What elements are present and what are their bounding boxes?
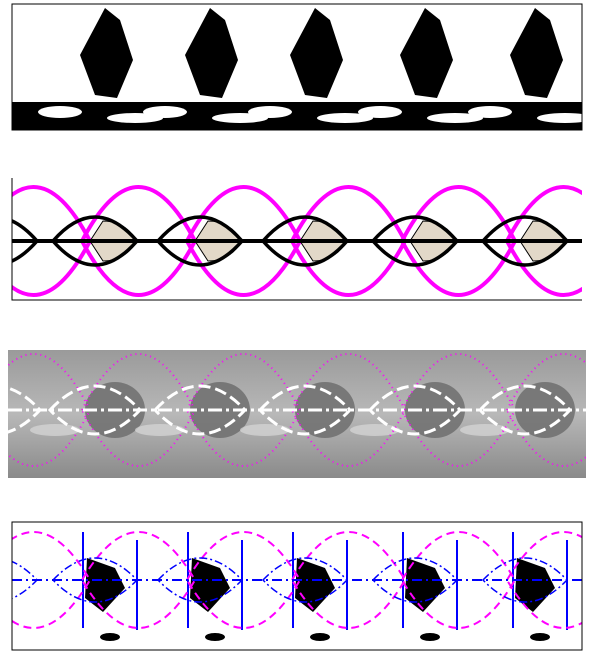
small-blob (205, 633, 225, 641)
light-spot (460, 424, 510, 436)
light-spot (135, 424, 185, 436)
light-spot (30, 424, 80, 436)
overlay-panel (0, 522, 590, 650)
contour-panel (0, 187, 590, 295)
small-blob (100, 633, 120, 641)
photo-panel (0, 350, 590, 478)
figure (0, 0, 590, 652)
light-spot (350, 424, 400, 436)
binary-panel (12, 4, 590, 130)
small-blob (530, 633, 550, 641)
small-blob (310, 633, 330, 641)
white-gap (248, 106, 292, 118)
white-gap (143, 106, 187, 118)
white-gap (358, 106, 402, 118)
light-spot (240, 424, 290, 436)
white-gap (38, 106, 82, 118)
small-blob (420, 633, 440, 641)
white-gap (468, 106, 512, 118)
